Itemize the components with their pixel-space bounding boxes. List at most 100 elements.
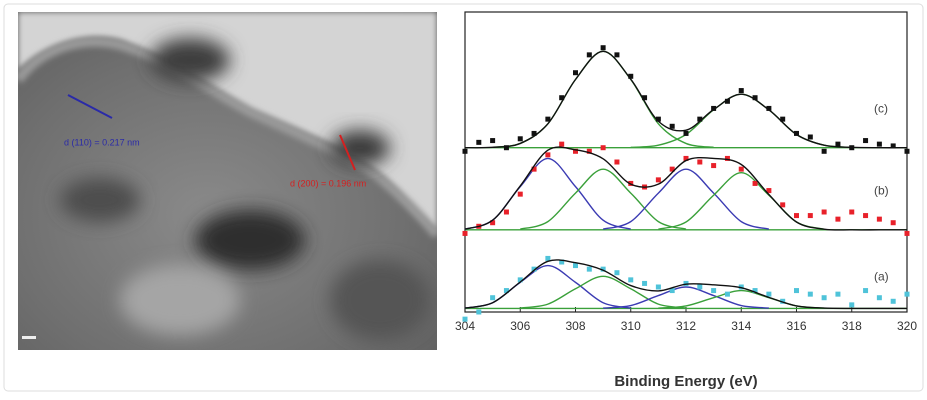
data-point — [807, 213, 813, 219]
data-point — [863, 213, 869, 219]
data-point — [586, 148, 592, 154]
data-point — [724, 291, 730, 297]
x-tick-label: 304 — [455, 319, 475, 333]
data-point — [669, 288, 675, 294]
data-point — [655, 284, 661, 290]
data-point — [600, 45, 606, 51]
fit-line — [520, 168, 687, 230]
data-point — [531, 266, 537, 272]
data-point — [614, 159, 620, 165]
data-point — [490, 220, 496, 226]
data-point — [780, 202, 786, 208]
data-point — [890, 220, 896, 226]
data-point — [766, 105, 772, 111]
data-point — [821, 295, 827, 301]
data-point — [807, 291, 813, 297]
data-point — [683, 155, 689, 161]
data-point — [876, 141, 882, 147]
x-tick-label: 318 — [842, 319, 862, 333]
series-label: (c) — [874, 101, 888, 115]
data-point — [545, 255, 551, 261]
data-point — [545, 116, 551, 122]
data-point — [462, 148, 468, 154]
data-point — [711, 288, 717, 294]
data-point — [476, 309, 482, 315]
data-point — [669, 166, 675, 172]
series-label: (a) — [874, 269, 889, 283]
data-point — [573, 70, 578, 76]
data-point — [904, 230, 910, 236]
data-point — [794, 288, 799, 294]
data-point — [517, 191, 523, 197]
data-point — [835, 291, 841, 297]
data-point — [490, 295, 496, 301]
annotation: d (110) = 0.217 nm — [64, 137, 140, 147]
data-point — [628, 73, 634, 79]
data-point — [531, 130, 537, 136]
data-point — [780, 116, 786, 122]
data-point — [517, 277, 523, 283]
data-point — [503, 209, 509, 215]
data-point — [780, 298, 786, 304]
data-point — [683, 130, 689, 136]
data-point — [849, 209, 855, 215]
data-point — [697, 284, 703, 290]
data-point — [711, 163, 717, 169]
data-point — [628, 277, 634, 283]
data-point — [752, 180, 758, 186]
data-point — [876, 216, 882, 222]
data-point — [697, 116, 703, 122]
data-point — [794, 130, 799, 136]
data-point — [752, 95, 758, 101]
annotation: d (200) = 0.196 nm — [290, 178, 366, 188]
data-point — [669, 123, 675, 129]
data-point — [559, 259, 565, 265]
x-tick-label: 306 — [510, 319, 530, 333]
data-point — [614, 270, 620, 276]
data-point — [724, 155, 730, 161]
data-point — [890, 298, 896, 304]
data-point — [559, 95, 565, 101]
data-point — [766, 188, 772, 194]
data-point — [503, 145, 509, 151]
x-axis-label: Binding Energy (eV) — [614, 373, 757, 390]
x-tick-label: 312 — [676, 319, 696, 333]
data-point — [835, 141, 841, 147]
data-point — [807, 134, 813, 140]
data-point — [462, 230, 468, 236]
data-point — [738, 166, 744, 172]
data-point — [573, 148, 578, 154]
data-point — [724, 98, 730, 104]
data-point — [821, 148, 827, 154]
data-point — [835, 216, 841, 222]
data-point — [642, 280, 648, 286]
xps-chart: Binding Energy (eV) 304 306 308 310 312 314 31… — [455, 11, 917, 390]
data-point — [711, 105, 717, 111]
data-point — [904, 148, 910, 154]
data-point — [573, 263, 578, 269]
data-point — [531, 166, 537, 172]
data-point — [600, 145, 606, 151]
data-point — [517, 136, 523, 142]
data-point — [697, 159, 703, 165]
data-point — [462, 316, 468, 322]
x-tick-label: 310 — [621, 319, 641, 333]
data-point — [655, 177, 661, 183]
data-point — [586, 266, 592, 272]
fit-line — [603, 286, 769, 309]
data-point — [738, 88, 744, 94]
data-point — [794, 213, 799, 219]
fit-line — [520, 275, 687, 309]
data-point — [586, 52, 592, 58]
data-point — [642, 95, 648, 101]
x-tick-label: 316 — [786, 319, 806, 333]
fit-line — [464, 50, 908, 149]
data-point — [766, 291, 772, 297]
data-point — [614, 52, 620, 58]
data-point — [683, 280, 689, 286]
fit-line — [464, 146, 907, 231]
data-point — [503, 288, 509, 294]
data-point — [863, 288, 869, 294]
data-point — [655, 116, 661, 122]
fit-line — [464, 259, 907, 310]
